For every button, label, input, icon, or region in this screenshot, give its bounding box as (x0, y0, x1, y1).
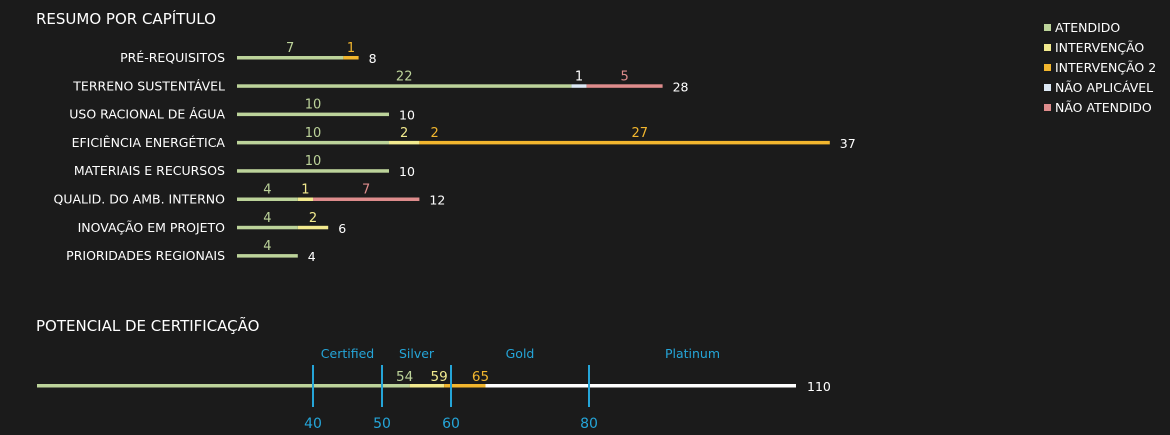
level-label: Gold (506, 346, 535, 361)
total-label: 28 (673, 79, 689, 94)
segment-value-label: 1 (575, 69, 583, 84)
legend-swatch (1044, 44, 1051, 51)
legend: ATENDIDO INTERVENÇÃO INTERVENÇÃO 2 NÃO APLI… (1044, 20, 1156, 115)
legend-item: INTERVENÇÃO 2 (1044, 60, 1156, 75)
category-label: MATERIAIS E RECURSOS (74, 163, 225, 178)
score-label: 54 (396, 369, 413, 385)
legend-swatch (1044, 104, 1051, 111)
threshold-label: 40 (304, 416, 322, 432)
segment-value-label: 10 (305, 126, 322, 141)
segment-value-label: 1 (301, 183, 309, 198)
bar-segment (419, 140, 830, 145)
category-label: TERRENO SUSTENTÁVEL (72, 78, 225, 93)
bar-segment (237, 56, 344, 60)
certification-scale: 54 59 65 110 40 50 60 80 Certified Silver Gold Plat… (37, 346, 831, 432)
bar-segment (237, 169, 389, 173)
category-label: USO RACIONAL DE ÁGUA (69, 107, 225, 122)
legend-item: ATENDIDO (1044, 20, 1120, 35)
level-label: Platinum (665, 346, 720, 361)
total-label: 37 (840, 136, 856, 151)
segment-value-label: 2 (400, 126, 408, 141)
bar-segment (389, 140, 420, 145)
segment-value-label: 22 (396, 69, 413, 84)
legend-label: INTERVENÇÃO (1055, 40, 1144, 55)
category-label: PRIORIDADES REGIONAIS (66, 248, 225, 263)
score-segment (409, 384, 445, 388)
total-label: 8 (369, 51, 377, 66)
segment-value-label: 10 (305, 154, 322, 169)
segment-value-label: 10 (305, 98, 322, 113)
category-label: EFICIÊNCIA ENERGÉTICA (72, 135, 226, 150)
chapter-row: QUALID. DO AMB. INTERNO 12 4 1 7 (53, 183, 445, 208)
threshold-line (312, 365, 314, 407)
bar-segment (297, 225, 329, 230)
legend-label: ATENDIDO (1055, 20, 1120, 35)
chapter-row: INOVAÇÃO EM PROJETO 6 4 2 (78, 211, 347, 236)
bar-segment (313, 197, 420, 201)
segment-value-label: 4 (263, 239, 271, 254)
segment-value-label: 7 (286, 41, 294, 56)
score-label: 65 (472, 369, 489, 385)
segment-value-label: 4 (263, 183, 271, 198)
category-label: INOVAÇÃO EM PROJETO (78, 220, 226, 235)
chapter-row: EFICIÊNCIA ENERGÉTICA 37 10 2 2 27 (72, 126, 856, 151)
segment-value-label: 5 (620, 69, 628, 84)
bar-segment (237, 254, 298, 258)
legend-item: NÃO ATENDIDO (1044, 100, 1152, 115)
total-label: 10 (399, 164, 415, 179)
legend-swatch (1044, 84, 1051, 91)
certification-potential-title: POTENCIAL DE CERTIFICAÇÃO (36, 316, 259, 335)
legend-label: INTERVENÇÃO 2 (1055, 60, 1156, 75)
bar-segment (237, 140, 389, 145)
threshold-line (588, 365, 590, 407)
bar-segment (237, 112, 389, 117)
category-label: QUALID. DO AMB. INTERNO (53, 192, 225, 207)
segment-value-label: 2 (309, 211, 317, 226)
segment-value-label: 4 (263, 211, 271, 226)
chapter-row: PRIORIDADES REGIONAIS 4 4 (66, 239, 316, 264)
bar-segment (237, 197, 298, 201)
chapter-row: TERRENO SUSTENTÁVEL 28 22 1 5 (72, 69, 688, 94)
bar-segment (297, 197, 313, 201)
bar-segment (237, 225, 298, 230)
bar-segment (343, 56, 359, 60)
chapter-row: USO RACIONAL DE ÁGUA 10 10 (69, 98, 415, 123)
segment-value-label: 1 (347, 41, 355, 56)
segment-value-label: 2 (430, 126, 438, 141)
total-label: 12 (429, 193, 445, 208)
bar-segment (586, 84, 663, 88)
legend-item: NÃO APLICÁVEL (1044, 80, 1153, 95)
chapter-summary-title: RESUMO POR CAPÍTULO (36, 9, 216, 28)
threshold-label: 60 (442, 416, 460, 432)
segment-value-label: 7 (362, 183, 370, 198)
segment-value-label: 27 (632, 126, 649, 141)
total-label: 6 (338, 221, 346, 236)
legend-item: INTERVENÇÃO (1044, 40, 1144, 55)
score-segment (485, 384, 796, 388)
threshold-label: 50 (373, 416, 391, 432)
total-label: 10 (399, 108, 415, 123)
score-segment (444, 384, 486, 388)
level-label: Silver (399, 346, 435, 361)
score-label: 59 (431, 369, 448, 385)
legend-label: NÃO ATENDIDO (1055, 100, 1152, 115)
threshold-line (450, 365, 452, 407)
legend-swatch (1044, 24, 1051, 31)
level-label: Certified (321, 346, 374, 361)
bar-segment (571, 84, 587, 88)
score-segment (37, 384, 410, 388)
category-label: PRÉ-REQUISITOS (120, 50, 225, 65)
legend-label: NÃO APLICÁVEL (1055, 80, 1153, 95)
bar-segment (237, 84, 572, 88)
threshold-label: 80 (580, 416, 598, 432)
chapter-row: PRÉ-REQUISITOS 8 7 1 (120, 41, 377, 66)
legend-swatch (1044, 64, 1051, 71)
max-score-label: 110 (807, 379, 831, 394)
total-label: 4 (308, 249, 316, 264)
threshold-line (381, 365, 383, 407)
chapter-row: MATERIAIS E RECURSOS 10 10 (74, 154, 415, 179)
